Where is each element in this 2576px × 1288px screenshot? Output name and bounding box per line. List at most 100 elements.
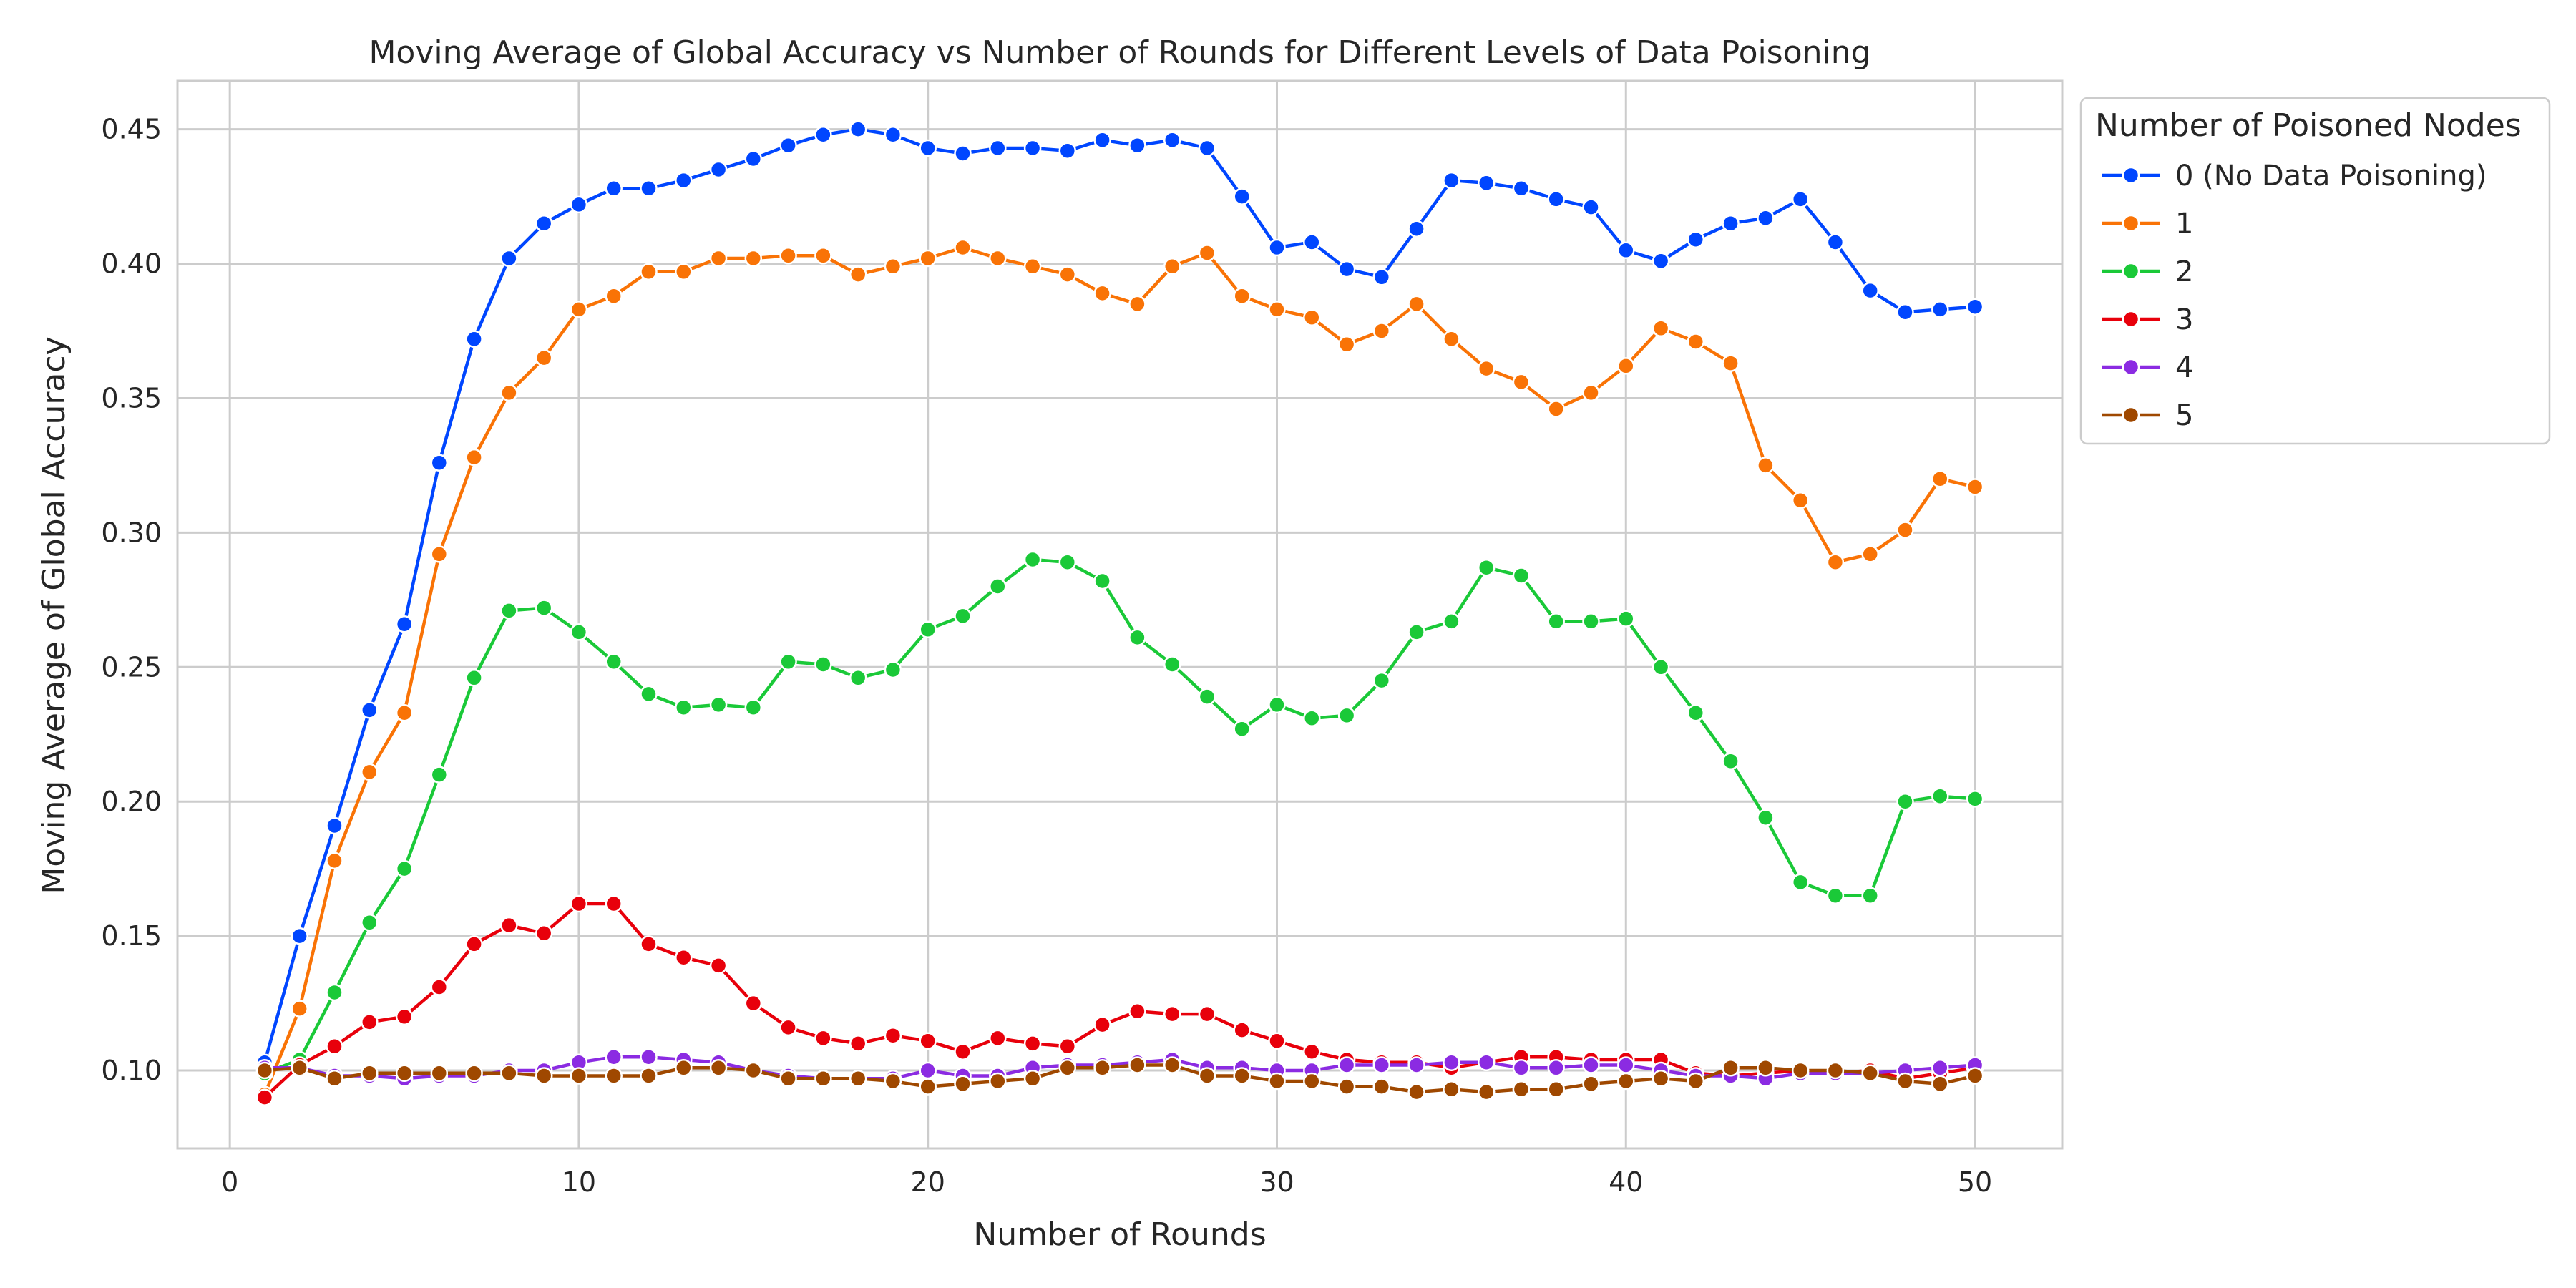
data-point [1582, 198, 1600, 216]
legend-item: 5 [2102, 399, 2193, 432]
data-point [954, 238, 972, 257]
data-point [1652, 319, 1670, 338]
data-point [1128, 295, 1146, 313]
data-point [1547, 1059, 1565, 1077]
data-point [361, 914, 379, 932]
data-point [779, 136, 797, 155]
data-point [1652, 252, 1670, 270]
data-point [1896, 1072, 1914, 1091]
data-point [1931, 469, 1949, 488]
data-point [1687, 333, 1705, 351]
data-point [1093, 131, 1111, 149]
x-tick-label: 20 [911, 1166, 945, 1198]
data-point [884, 125, 902, 144]
data-point [465, 1064, 483, 1083]
data-point [1722, 752, 1740, 771]
data-point [1757, 1059, 1775, 1077]
data-point [849, 1035, 867, 1053]
data-point [326, 983, 343, 1002]
data-point [500, 1064, 518, 1083]
data-point [1407, 1056, 1425, 1074]
series-0 [255, 120, 1984, 1071]
legend-items: 0 (No Data Poisoning) 1 2 3 4 5 [2102, 160, 2487, 432]
data-point [1861, 887, 1879, 904]
data-point [1512, 567, 1531, 585]
data-point [709, 957, 728, 975]
plot-area-frame [176, 79, 2064, 1150]
data-point [1337, 1056, 1356, 1074]
x-tick-labels: 0 10 20 30 40 50 [221, 1166, 1992, 1198]
legend-label: 1 [2175, 208, 2193, 240]
chart-title: Moving Average of Global Accuracy vs Num… [369, 34, 1870, 71]
data-point [500, 602, 518, 620]
data-point [1477, 558, 1496, 577]
data-point [884, 1072, 902, 1091]
data-point [1303, 709, 1321, 727]
data-point [675, 698, 693, 716]
data-point [465, 330, 483, 348]
data-point [779, 1018, 797, 1037]
y-tick-label: 0.10 [101, 1055, 162, 1086]
data-point [1687, 703, 1705, 722]
data-point [675, 171, 693, 190]
data-point [709, 1059, 728, 1077]
data-point [1931, 787, 1949, 805]
data-point [1407, 1083, 1425, 1101]
data-point [1233, 187, 1251, 205]
data-point [1093, 1059, 1111, 1077]
data-point [1337, 1078, 1356, 1096]
data-point [361, 1064, 379, 1083]
data-point [1372, 1078, 1391, 1096]
legend-swatch-marker [2122, 166, 2140, 185]
data-point [605, 287, 623, 305]
x-tick-label: 10 [562, 1166, 596, 1198]
y-axis-title: Moving Average of Global Accuracy [36, 336, 72, 894]
y-tick-label: 0.25 [101, 651, 162, 683]
data-point [1233, 720, 1251, 738]
data-point [395, 1064, 414, 1083]
data-point [954, 607, 972, 625]
data-point [361, 701, 379, 719]
data-point [291, 1059, 308, 1077]
data-point [1477, 359, 1496, 378]
legend-item: 1 [2102, 208, 2193, 240]
data-point [919, 1032, 937, 1050]
data-point [1443, 1080, 1460, 1098]
data-point [1407, 623, 1425, 641]
data-point [1896, 303, 1914, 321]
data-point [1023, 550, 1042, 569]
data-point [1128, 1056, 1146, 1074]
data-point [1582, 1056, 1600, 1074]
data-point [1757, 809, 1775, 826]
data-point [744, 994, 763, 1013]
data-point [535, 214, 553, 233]
legend-box [2079, 97, 2551, 445]
data-point [500, 916, 518, 935]
data-point [1861, 1064, 1879, 1083]
data-point [1931, 301, 1949, 318]
data-point [361, 763, 379, 781]
data-point [675, 263, 693, 281]
data-point [1931, 1059, 1949, 1077]
legend-swatch-marker [2122, 310, 2140, 328]
data-point [919, 1061, 937, 1080]
data-point [1163, 131, 1181, 149]
data-point [1093, 284, 1111, 303]
data-point [1791, 1061, 1810, 1080]
data-point [535, 348, 553, 367]
data-point [814, 247, 832, 265]
data-point [1268, 1032, 1286, 1050]
data-point [465, 448, 483, 467]
data-point [1757, 457, 1775, 474]
data-point [814, 1070, 832, 1088]
y-tick-label: 0.30 [101, 517, 162, 548]
data-point [570, 301, 588, 318]
data-point [430, 1064, 449, 1083]
data-point [1268, 696, 1286, 714]
data-point [989, 1072, 1007, 1091]
data-point [640, 935, 658, 953]
data-point [1303, 1072, 1321, 1091]
data-point [430, 454, 449, 472]
data-point [1722, 1059, 1740, 1077]
